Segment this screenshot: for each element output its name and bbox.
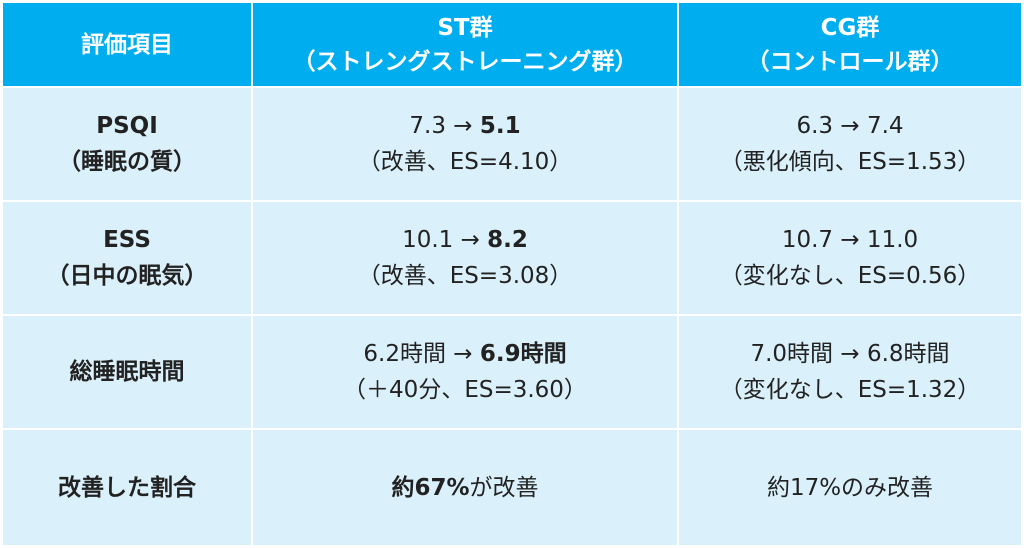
row-label-line1: PSQI — [96, 113, 158, 139]
st-after-value: 5.1 — [479, 113, 521, 139]
st-cell-ess: 10.1 → 8.2 （改善、ES=3.08） — [253, 202, 679, 316]
row-label-total-sleep: 総睡眠時間 — [3, 316, 253, 430]
header-item: 評価項目 — [3, 3, 253, 88]
cg-value-line: 10.7 → 11.0 — [781, 227, 919, 253]
st-cell-total-sleep: 6.2時間 → 6.9時間 （＋40分、ES=3.60） — [253, 316, 679, 430]
st-value-line: 7.3 → 5.1 — [409, 108, 520, 144]
row-label-line2: （睡眠の質） — [58, 149, 196, 175]
cg-cell-total-sleep: 7.0時間 → 6.8時間 （変化なし、ES=1.32） — [679, 316, 1021, 430]
row-label-line1: 改善した割合 — [58, 474, 196, 501]
cg-note: （変化なし、ES=1.32） — [719, 377, 981, 403]
row-label-improvement-rate: 改善した割合 — [3, 430, 253, 545]
st-rest-text: が改善 — [469, 474, 539, 501]
cg-cell-psqi: 6.3 → 7.4 （悪化傾向、ES=1.53） — [679, 88, 1021, 202]
st-value-line: 10.1 → 8.2 — [402, 222, 528, 258]
st-before-value: 6.2時間 → — [363, 341, 480, 367]
header-st-subtitle: （ストレングストレーニング群） — [292, 48, 638, 75]
st-after-value: 8.2 — [487, 227, 528, 253]
st-note: （改善、ES=3.08） — [357, 263, 573, 289]
cg-cell-ess: 10.7 → 11.0 （変化なし、ES=0.56） — [679, 202, 1021, 316]
cg-note: （変化なし、ES=0.56） — [719, 263, 981, 289]
comparison-table: 評価項目 ST群 （ストレングストレーニング群） CG群 （コントロール群） P… — [3, 3, 1021, 545]
row-label-psqi: PSQI （睡眠の質） — [3, 88, 253, 202]
st-after-value: 6.9時間 — [479, 341, 567, 367]
st-note: （改善、ES=4.10） — [357, 149, 573, 175]
st-before-value: 7.3 → — [409, 113, 480, 139]
cg-value-line: 7.0時間 → 6.8時間 — [750, 341, 950, 367]
st-cell-psqi: 7.3 → 5.1 （改善、ES=4.10） — [253, 88, 679, 202]
header-cg-title: CG群 — [820, 14, 880, 41]
st-before-value: 10.1 → — [402, 227, 488, 253]
cg-cell-improvement-rate: 約17%のみ改善 — [679, 430, 1021, 545]
header-cg-group: CG群 （コントロール群） — [679, 3, 1021, 88]
st-cell-improvement-rate: 約67%が改善 — [253, 430, 679, 545]
header-st-title: ST群 — [437, 14, 493, 41]
row-label-line1: ESS — [103, 227, 151, 253]
st-note: （＋40分、ES=3.60） — [343, 377, 587, 403]
row-label-line1: 総睡眠時間 — [69, 359, 185, 385]
cg-note: （悪化傾向、ES=1.53） — [719, 149, 981, 175]
st-value-line: 約67%が改善 — [391, 470, 538, 506]
cg-value-line: 約17%のみ改善 — [766, 474, 934, 501]
header-st-group: ST群 （ストレングストレーニング群） — [253, 3, 679, 88]
st-bold-value: 約67% — [391, 474, 470, 501]
header-item-label: 評価項目 — [81, 31, 173, 58]
row-label-ess: ESS （日中の眠気） — [3, 202, 253, 316]
cg-value-line: 6.3 → 7.4 — [796, 113, 904, 139]
st-value-line: 6.2時間 → 6.9時間 — [363, 336, 566, 372]
header-cg-subtitle: （コントロール群） — [746, 48, 954, 75]
row-label-line2: （日中の眠気） — [46, 263, 208, 289]
